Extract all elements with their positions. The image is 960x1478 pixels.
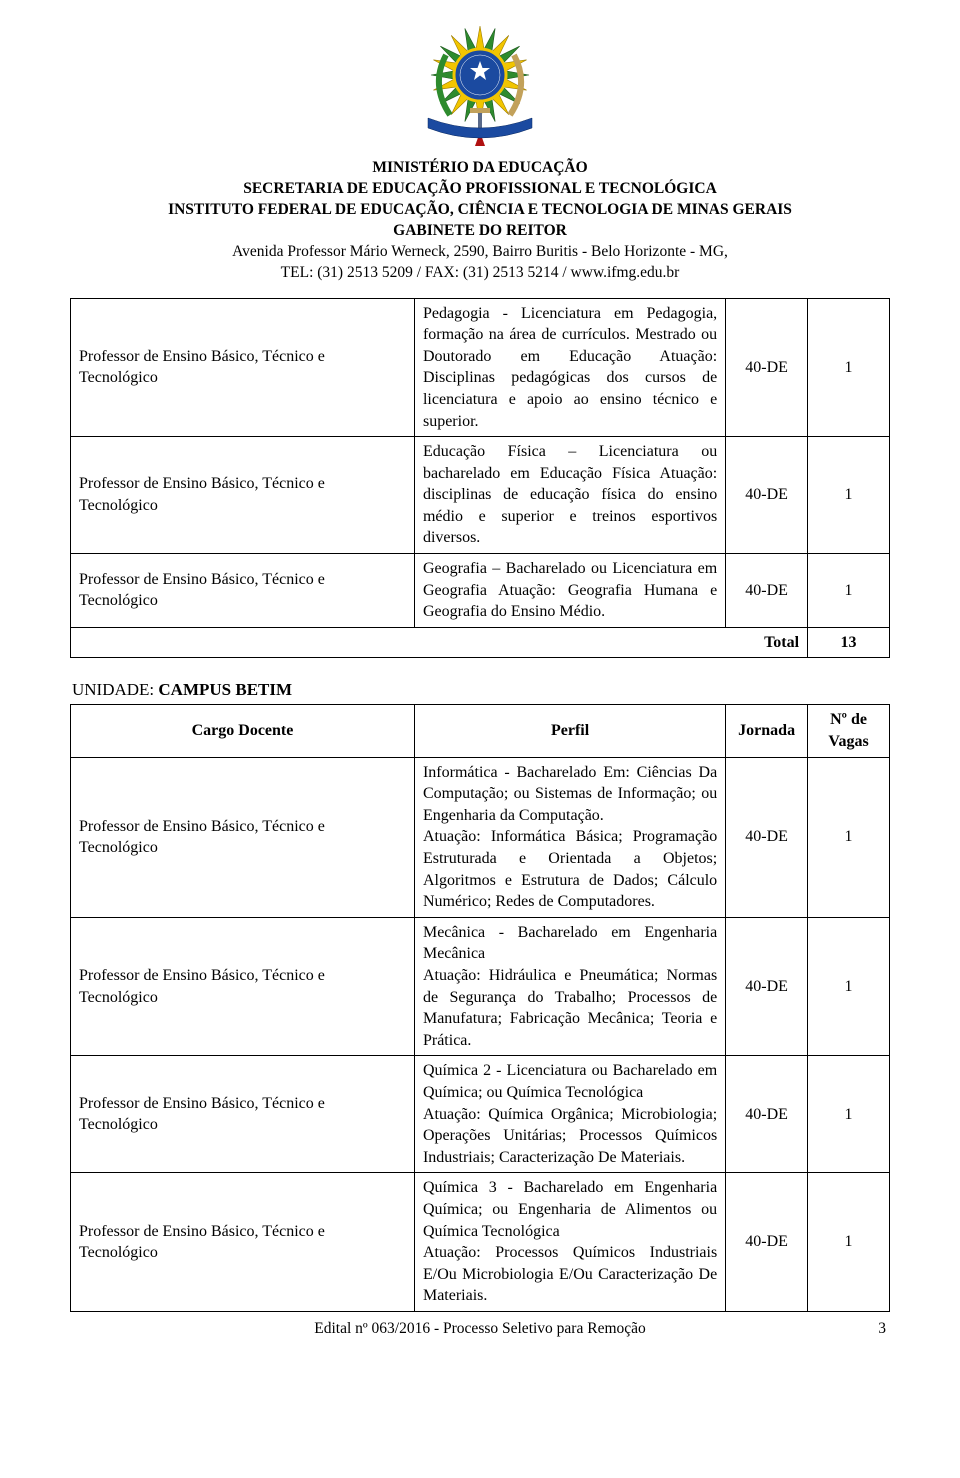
header-line-6: TEL: (31) 2513 5209 / FAX: (31) 2513 521… [70, 263, 890, 284]
cell-cargo: Professor de Ensino Básico, Técnico e Te… [71, 554, 415, 628]
cell-perfil: Educação Física – Licenciatura ou bachar… [414, 437, 725, 554]
cell-perfil: Mecânica - Bacharelado em Engenharia Mec… [414, 917, 725, 1056]
table-row: Professor de Ensino Básico, Técnico e Te… [71, 1173, 890, 1312]
table-total-row: Total 13 [71, 627, 890, 658]
cell-perfil: Geografia – Bacharelado ou Licenciatura … [414, 554, 725, 628]
th-perfil: Perfil [414, 705, 725, 757]
cell-vagas: 1 [808, 917, 890, 1056]
cell-cargo: Professor de Ensino Básico, Técnico e Te… [71, 437, 415, 554]
footer-text: Edital nº 063/2016 - Processo Seletivo p… [114, 1320, 846, 1338]
cell-jornada: 40-DE [726, 298, 808, 437]
footer-row: Edital nº 063/2016 - Processo Seletivo p… [70, 1320, 890, 1338]
header-line-5: Avenida Professor Mário Werneck, 2590, B… [70, 242, 890, 263]
cell-jornada: 40-DE [726, 1173, 808, 1312]
table-row: Professor de Ensino Básico, Técnico e Te… [71, 298, 890, 437]
campus-name: CAMPUS BETIM [158, 680, 292, 699]
section-title-betim: UNIDADE: CAMPUS BETIM [72, 680, 890, 700]
cell-jornada: 40-DE [726, 554, 808, 628]
table-row: Professor de Ensino Básico, Técnico e Te… [71, 437, 890, 554]
cell-jornada: 40-DE [726, 757, 808, 917]
table-row: Professor de Ensino Básico, Técnico e Te… [71, 917, 890, 1056]
header-line-3: INSTITUTO FEDERAL DE EDUCAÇÃO, CIÊNCIA E… [70, 200, 890, 221]
cell-cargo: Professor de Ensino Básico, Técnico e Te… [71, 298, 415, 437]
cell-cargo: Professor de Ensino Básico, Técnico e Te… [71, 757, 415, 917]
th-cargo: Cargo Docente [71, 705, 415, 757]
cell-perfil: Química 2 - Licenciatura ou Bacharelado … [414, 1056, 725, 1173]
cell-cargo: Professor de Ensino Básico, Técnico e Te… [71, 1173, 415, 1312]
cell-perfil: Pedagogia - Licenciatura em Pedagogia, f… [414, 298, 725, 437]
total-value: 13 [808, 627, 890, 658]
header-line-1: MINISTÉRIO DA EDUCAÇÃO [70, 158, 890, 179]
table-row: Professor de Ensino Básico, Técnico e Te… [71, 1056, 890, 1173]
cell-jornada: 40-DE [726, 917, 808, 1056]
table-row: Professor de Ensino Básico, Técnico e Te… [71, 757, 890, 917]
cell-perfil: Química 3 - Bacharelado em Engenharia Qu… [414, 1173, 725, 1312]
unidade-prefix: UNIDADE: [72, 680, 158, 699]
cell-vagas: 1 [808, 298, 890, 437]
cell-jornada: 40-DE [726, 1056, 808, 1173]
cell-vagas: 1 [808, 1173, 890, 1312]
document-header: MINISTÉRIO DA EDUCAÇÃO SECRETARIA DE EDU… [70, 158, 890, 284]
cell-vagas: 1 [808, 554, 890, 628]
brazil-coat-of-arms-icon [410, 20, 550, 150]
cell-perfil: Informática - Bacharelado Em: Ciências D… [414, 757, 725, 917]
header-line-2: SECRETARIA DE EDUCAÇÃO PROFISSIONAL E TE… [70, 179, 890, 200]
cell-vagas: 1 [808, 1056, 890, 1173]
document-page: MINISTÉRIO DA EDUCAÇÃO SECRETARIA DE EDU… [0, 0, 960, 1368]
table-betim: Cargo Docente Perfil Jornada Nº de Vagas… [70, 704, 890, 1311]
cell-jornada: 40-DE [726, 437, 808, 554]
cell-vagas: 1 [808, 757, 890, 917]
th-jornada: Jornada [726, 705, 808, 757]
cell-cargo: Professor de Ensino Básico, Técnico e Te… [71, 1056, 415, 1173]
cell-cargo: Professor de Ensino Básico, Técnico e Te… [71, 917, 415, 1056]
table-continuation: Professor de Ensino Básico, Técnico e Te… [70, 298, 890, 659]
total-label: Total [71, 627, 808, 658]
header-line-4: GABINETE DO REITOR [70, 221, 890, 242]
page-number: 3 [846, 1320, 886, 1338]
th-vagas: Nº de Vagas [808, 705, 890, 757]
cell-vagas: 1 [808, 437, 890, 554]
table-row: Professor de Ensino Básico, Técnico e Te… [71, 554, 890, 628]
table-header-row: Cargo Docente Perfil Jornada Nº de Vagas [71, 705, 890, 757]
